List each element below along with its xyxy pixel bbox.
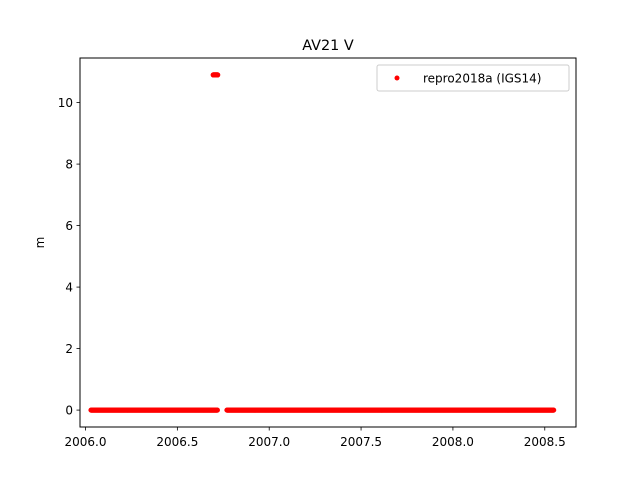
y-axis: 0 2 4 6 8 10	[58, 96, 80, 418]
y-tick-label: 0	[65, 404, 73, 418]
data-point	[215, 72, 221, 78]
legend-box	[376, 64, 570, 92]
plot-area	[79, 57, 577, 428]
x-tick-label: 2007.0	[248, 435, 290, 449]
y-tick-label: 4	[65, 281, 73, 295]
data-point	[214, 407, 220, 413]
x-tick-label: 2006.5	[156, 435, 198, 449]
legend: repro2018a (IGS14)	[376, 64, 570, 92]
legend-entry-label: repro2018a (IGS14)	[423, 72, 541, 86]
x-axis: 2006.0 2006.5 2007.0 2007.5 2008.0 2008.5	[65, 427, 566, 449]
axes-background	[80, 58, 576, 427]
x-tick-label: 2008.5	[524, 435, 566, 449]
y-tick-label: 2	[65, 342, 73, 356]
legend-marker	[394, 75, 400, 81]
chart-title: AV21 V	[302, 38, 354, 54]
x-tick-label: 2008.0	[432, 435, 474, 449]
axes-frame	[79, 57, 577, 428]
y-axis-label: m	[33, 237, 47, 249]
x-tick-label: 2007.5	[340, 435, 382, 449]
y-tick-label: 6	[65, 219, 73, 233]
data-point	[551, 407, 557, 413]
x-tick-label: 2006.0	[65, 435, 107, 449]
y-tick-label: 8	[65, 158, 73, 172]
data-points	[88, 72, 557, 413]
y-tick-label: 10	[58, 96, 73, 110]
